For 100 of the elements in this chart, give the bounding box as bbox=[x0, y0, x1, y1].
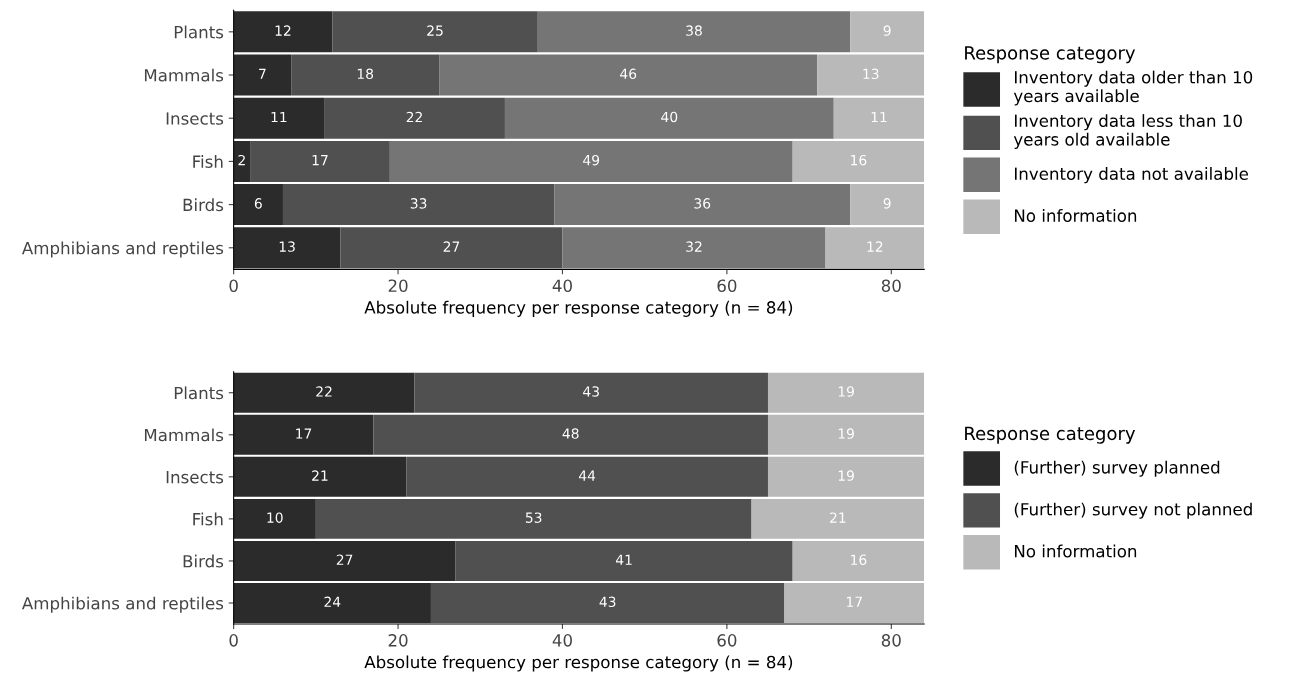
data-label: 17 bbox=[312, 155, 328, 166]
data-label: 6 bbox=[254, 198, 262, 209]
data-label: 9 bbox=[883, 198, 891, 209]
bar bbox=[767, 456, 925, 497]
y-tick-label: Fish bbox=[193, 512, 223, 526]
x-tick-label: 40 bbox=[552, 634, 572, 647]
x-tick-label: 40 bbox=[552, 279, 572, 293]
bar bbox=[537, 11, 851, 53]
bar bbox=[233, 540, 456, 581]
bar bbox=[850, 184, 925, 226]
y-tick-label: Mammals bbox=[144, 428, 224, 442]
bar bbox=[233, 372, 415, 413]
bar bbox=[430, 583, 785, 623]
data-label: 16 bbox=[851, 554, 867, 565]
bar bbox=[233, 498, 316, 539]
y-tick-label: Plants bbox=[174, 386, 224, 400]
bar bbox=[562, 227, 826, 269]
data-label: 10 bbox=[267, 512, 283, 523]
x-tick-label: 60 bbox=[717, 279, 737, 293]
data-label: 53 bbox=[525, 512, 542, 523]
data-label: 22 bbox=[316, 386, 332, 397]
data-label: 49 bbox=[583, 154, 600, 166]
bar bbox=[833, 97, 925, 139]
data-label: 36 bbox=[694, 198, 711, 209]
x-tick-label: 0 bbox=[229, 279, 238, 293]
data-label: 16 bbox=[851, 154, 867, 166]
y-tick-label: Fish bbox=[193, 155, 223, 168]
data-label: 32 bbox=[686, 241, 702, 252]
bar bbox=[455, 540, 793, 581]
data-label: 13 bbox=[279, 241, 295, 252]
bar bbox=[554, 184, 851, 226]
data-label: 17 bbox=[296, 428, 312, 439]
data-label: 19 bbox=[838, 428, 854, 439]
bar bbox=[767, 372, 925, 413]
bar bbox=[282, 184, 555, 226]
data-label: 48 bbox=[562, 428, 579, 439]
bar bbox=[414, 372, 768, 413]
data-label: 7 bbox=[259, 68, 266, 79]
x-axis-title: Absolute frequency per response category (n = 84) bbox=[364, 300, 793, 317]
y-tick-label: Insects bbox=[166, 471, 224, 484]
y-tick-label: Birds bbox=[183, 554, 224, 568]
bar bbox=[751, 498, 925, 539]
data-label: 44 bbox=[578, 470, 596, 481]
data-label: 12 bbox=[275, 25, 291, 36]
data-label: 27 bbox=[336, 554, 353, 565]
bar bbox=[233, 97, 325, 139]
bar bbox=[767, 414, 925, 455]
x-tick-label: 0 bbox=[229, 634, 238, 647]
bar bbox=[324, 97, 505, 139]
data-label: 19 bbox=[838, 386, 854, 397]
text: (Further) survey planned bbox=[1014, 460, 1220, 477]
bar bbox=[825, 227, 925, 269]
x-tick-label: 20 bbox=[388, 634, 408, 647]
bar bbox=[389, 140, 793, 182]
data-label: 19 bbox=[838, 470, 854, 481]
bar bbox=[233, 456, 407, 497]
data-label: 43 bbox=[599, 596, 616, 608]
bar bbox=[250, 140, 390, 182]
data-label: 33 bbox=[410, 198, 427, 209]
legend-label: Inventory data less than 10 years old available bbox=[1013, 114, 1242, 149]
data-label: 25 bbox=[427, 25, 443, 36]
bar bbox=[233, 11, 333, 53]
data-label: 11 bbox=[271, 111, 287, 123]
y-tick-label: Mammals bbox=[144, 68, 224, 82]
data-label: 21 bbox=[312, 470, 328, 481]
data-label: 43 bbox=[583, 386, 599, 397]
bar bbox=[784, 583, 925, 623]
bar bbox=[233, 227, 341, 269]
bar bbox=[817, 54, 925, 96]
data-label: 9 bbox=[883, 25, 891, 36]
data-label: 12 bbox=[867, 241, 883, 252]
y-tick-label: Insects bbox=[166, 112, 224, 125]
bar bbox=[332, 11, 538, 53]
bar bbox=[233, 54, 292, 96]
data-label: 38 bbox=[686, 25, 702, 36]
text: No information bbox=[1014, 544, 1137, 558]
y-tick-label: Amphibians and reptiles bbox=[21, 241, 224, 258]
y-tick-label: Plants bbox=[174, 25, 224, 39]
y-tick-label: Amphibians and reptiles bbox=[21, 596, 224, 613]
x-axis-title: Absolute frequency per response category (n = 84) bbox=[364, 655, 793, 672]
bar bbox=[233, 583, 431, 623]
legend-title: Response category bbox=[965, 46, 1136, 64]
bar bbox=[792, 140, 925, 182]
text: (Further) survey not planned bbox=[1014, 502, 1252, 519]
legend-label: Inventory data older than 10 years available bbox=[1013, 70, 1253, 106]
legend-title: Response category bbox=[965, 426, 1136, 444]
data-label: 17 bbox=[846, 596, 862, 607]
x-tick-label: 20 bbox=[388, 279, 408, 293]
data-label: 24 bbox=[324, 596, 341, 607]
bar bbox=[340, 227, 563, 269]
y-tick-label: Birds bbox=[183, 198, 224, 212]
data-label: 11 bbox=[871, 111, 887, 123]
data-label: 27 bbox=[443, 241, 460, 252]
data-label: 41 bbox=[615, 554, 632, 565]
data-label: 18 bbox=[357, 68, 374, 80]
data-label: 22 bbox=[406, 111, 422, 123]
bar bbox=[439, 54, 818, 96]
x-tick-label: 80 bbox=[881, 634, 901, 647]
data-label: 21 bbox=[830, 512, 846, 523]
data-label: 2 bbox=[238, 154, 245, 166]
